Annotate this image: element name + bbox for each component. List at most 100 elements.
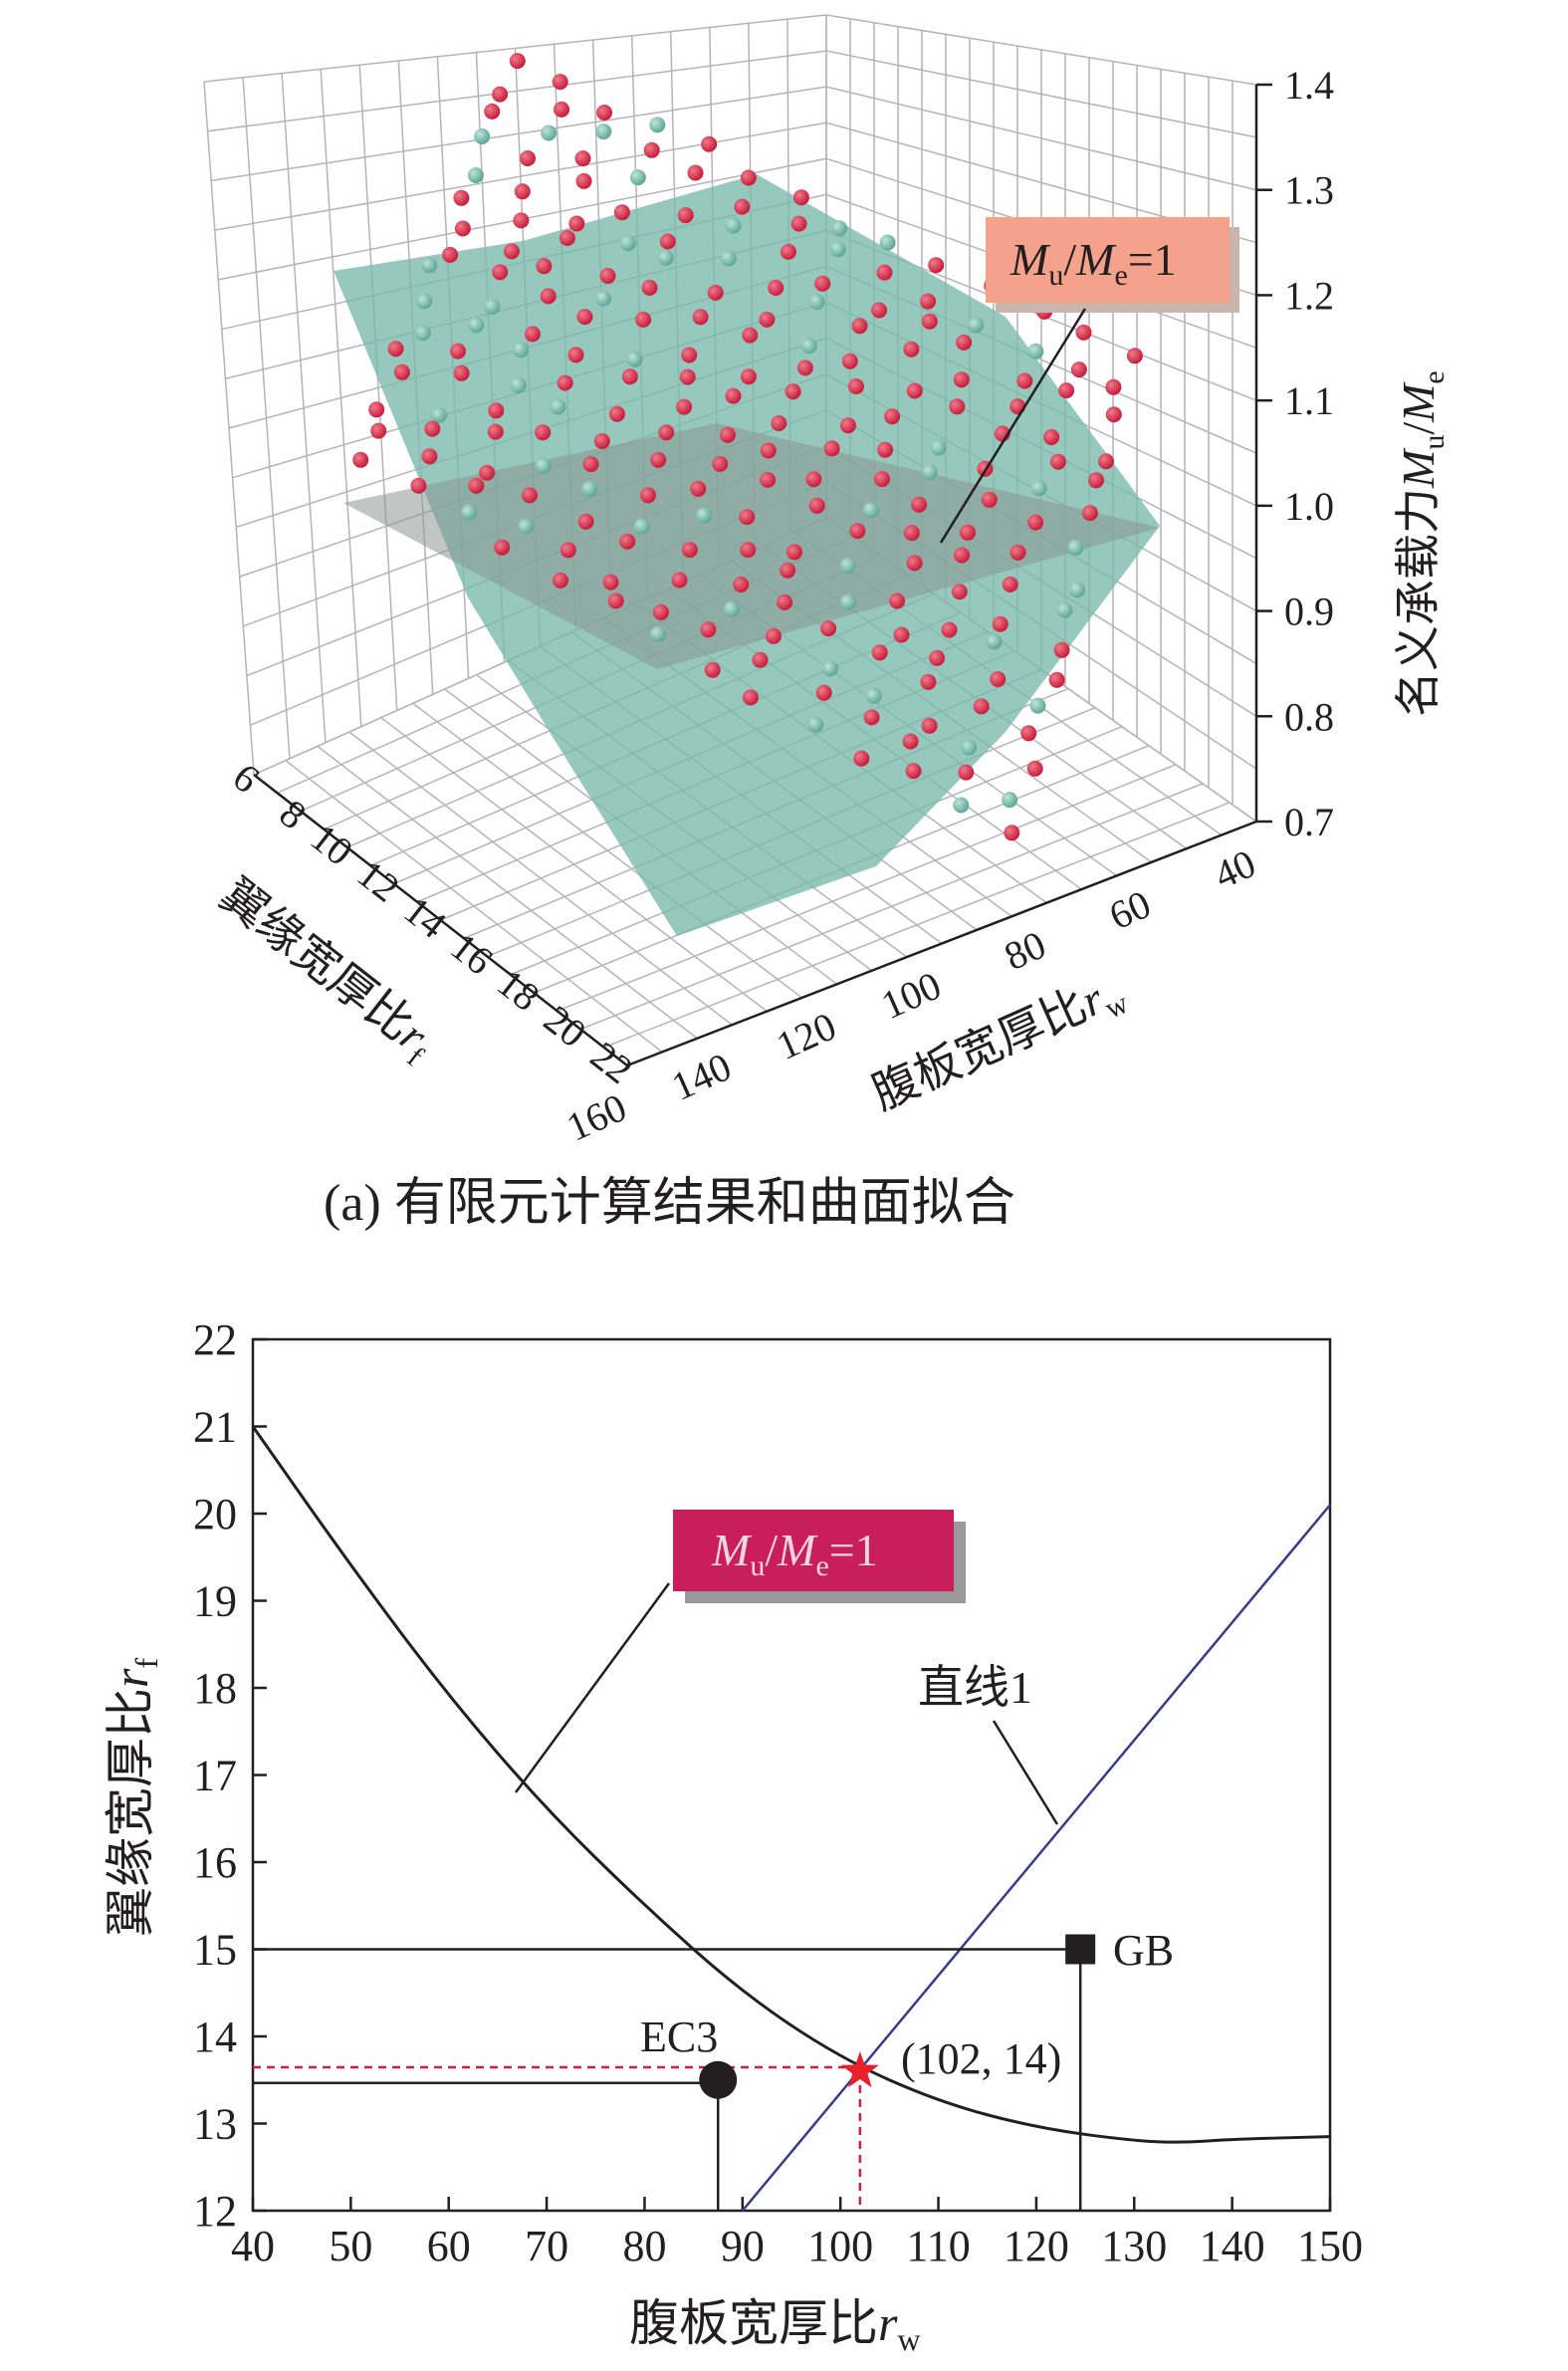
chart-a-point-teal (807, 716, 824, 733)
chart-a-point-teal (512, 342, 529, 358)
chart-b-x-tick-label: 90 (721, 2222, 765, 2270)
chart-a-left-wall-vgrid (203, 81, 255, 776)
chart-a-z-tick-label: 1.1 (1284, 378, 1334, 423)
chart-a-point-red (536, 258, 553, 275)
chart-a-point-teal (595, 123, 612, 140)
chart-b-line1-label: 直线1 (918, 1662, 1032, 1713)
chart-a-x-tick-label: 10 (303, 815, 361, 874)
chart-a-data-points (352, 53, 1143, 841)
chart-a-point-teal (865, 687, 882, 704)
chart-b-y-tick-label: 19 (193, 1577, 237, 1626)
chart-a-point-red (1058, 382, 1075, 399)
chart-a-point-red (953, 371, 970, 388)
chart-a-point-red (658, 424, 675, 441)
chart-b-y-tick-label: 12 (193, 2187, 237, 2236)
chart-a-point-red (1075, 324, 1092, 341)
chart-a-point-red (719, 426, 736, 443)
chart-a-point-red (681, 542, 698, 559)
chart-a-point-red (692, 309, 709, 326)
chart-a-point-red (742, 327, 759, 344)
chart-b-x-axis-label: 腹板宽厚比rw (629, 2295, 921, 2357)
chart-a-point-red (513, 212, 530, 229)
chart-a-z-tick-label: 1.3 (1284, 168, 1334, 213)
chart-a-point-red (954, 547, 970, 564)
chart-a-point-red (352, 451, 369, 468)
chart-a-point-teal (1069, 582, 1086, 598)
chart-a-point-red (823, 440, 840, 457)
chart-a-point-red (739, 509, 756, 526)
chart-b-y-tick-label: 21 (193, 1403, 237, 1452)
chart-a-point-red (780, 243, 796, 260)
chart-a-point-red (450, 343, 466, 359)
chart-a-point-red (928, 257, 945, 274)
chart-a-point-red (487, 423, 504, 440)
chart-a-point-red (841, 353, 858, 369)
chart-b-line1 (741, 1504, 1331, 2212)
chart-a-point-red (621, 368, 638, 385)
chart-a-floor-gridline-rw (317, 745, 698, 1040)
chart-a-z-tick-label: 0.9 (1284, 590, 1334, 634)
chart-a-point-teal (421, 257, 438, 274)
chart-a-x-tick-label: 20 (536, 997, 594, 1057)
chart-a-point-teal (650, 625, 667, 642)
chart-a-point-red (960, 524, 976, 541)
chart-b-x-tick-label: 110 (906, 2222, 970, 2270)
chart-a-y-tick-label: 80 (998, 922, 1052, 979)
chart-a-x-tick-label: 6 (225, 754, 268, 802)
chart-a-x-tick-label: 12 (349, 851, 408, 911)
chart-a-point-red (1002, 576, 1018, 593)
chart-a-point-red (1027, 514, 1044, 531)
chart-b-y-tick-label: 14 (193, 2013, 237, 2061)
chart-a-point-red (509, 53, 526, 70)
chart-a-point-red (921, 717, 938, 734)
chart-a-y-axis-line (626, 820, 1257, 1067)
chart-b-x-tick-label: 80 (622, 2222, 666, 2270)
chart-a-point-teal (800, 338, 817, 355)
chart-a-point-teal (879, 234, 896, 251)
chart-a-point-red (740, 542, 757, 559)
chart-a-point-red (920, 673, 937, 690)
chart-a-point-red (582, 456, 599, 473)
chart-b-intersection-star-marker (840, 2051, 879, 2088)
chart-b-x-tick-label: 120 (1004, 2222, 1069, 2270)
chart-a-point-red (602, 574, 619, 591)
chart-a-point-red (752, 651, 769, 668)
chart-a-point-teal (953, 797, 970, 814)
chart-a-point-red (847, 378, 864, 394)
chart-a-point-red (574, 150, 591, 167)
chart-a-point-red (992, 615, 1008, 632)
chart-a-point-red (911, 496, 927, 513)
chart-a-point-red (784, 383, 801, 400)
chart-a-point-red (808, 497, 825, 514)
chart-a-point-red (701, 135, 718, 152)
chart-a-annotation-leader (939, 308, 1087, 544)
chart-a-point-red (1009, 544, 1026, 561)
chart-a-point-red (906, 382, 923, 399)
chart-b-2d-plot: 40 50 60 70 80 90 100 110 120 130 140 150 12 13 14 15 16… (103, 1315, 1363, 2357)
chart-a-point-red (903, 525, 920, 542)
chart-a-point-teal (839, 558, 856, 574)
chart-a-point-red (393, 363, 410, 380)
chart-b-annotation-leader (514, 1582, 671, 1793)
chart-a-point-teal (723, 600, 740, 617)
chart-b-y-tick-label: 16 (193, 1838, 237, 1887)
chart-a-point-red (902, 733, 919, 750)
chart-a-point-teal (829, 241, 846, 258)
chart-a-point-red (424, 420, 441, 437)
chart-a-point-red (849, 523, 866, 540)
chart-a-point-teal (626, 351, 643, 367)
chart-a-point-red (641, 279, 658, 296)
chart-a-point-red (514, 183, 531, 200)
chart-a-annotation-box (986, 217, 1230, 303)
chart-a-point-teal (1056, 601, 1073, 618)
chart-a-3d-plot: 0.7 0.8 0.9 1.0 1.1 1.2 1.3 1.4 6810121416182022… (203, 14, 1451, 1232)
chart-a-point-teal (468, 317, 485, 334)
chart-a-point-teal (474, 128, 491, 144)
chart-a-point-teal (595, 290, 611, 307)
chart-a-point-red (956, 334, 973, 351)
chart-a-point-red (607, 593, 624, 609)
chart-a-point-red (973, 698, 990, 715)
chart-a-point-red (468, 477, 485, 494)
chart-a-point-red (540, 288, 557, 305)
chart-a-point-teal (862, 502, 879, 519)
